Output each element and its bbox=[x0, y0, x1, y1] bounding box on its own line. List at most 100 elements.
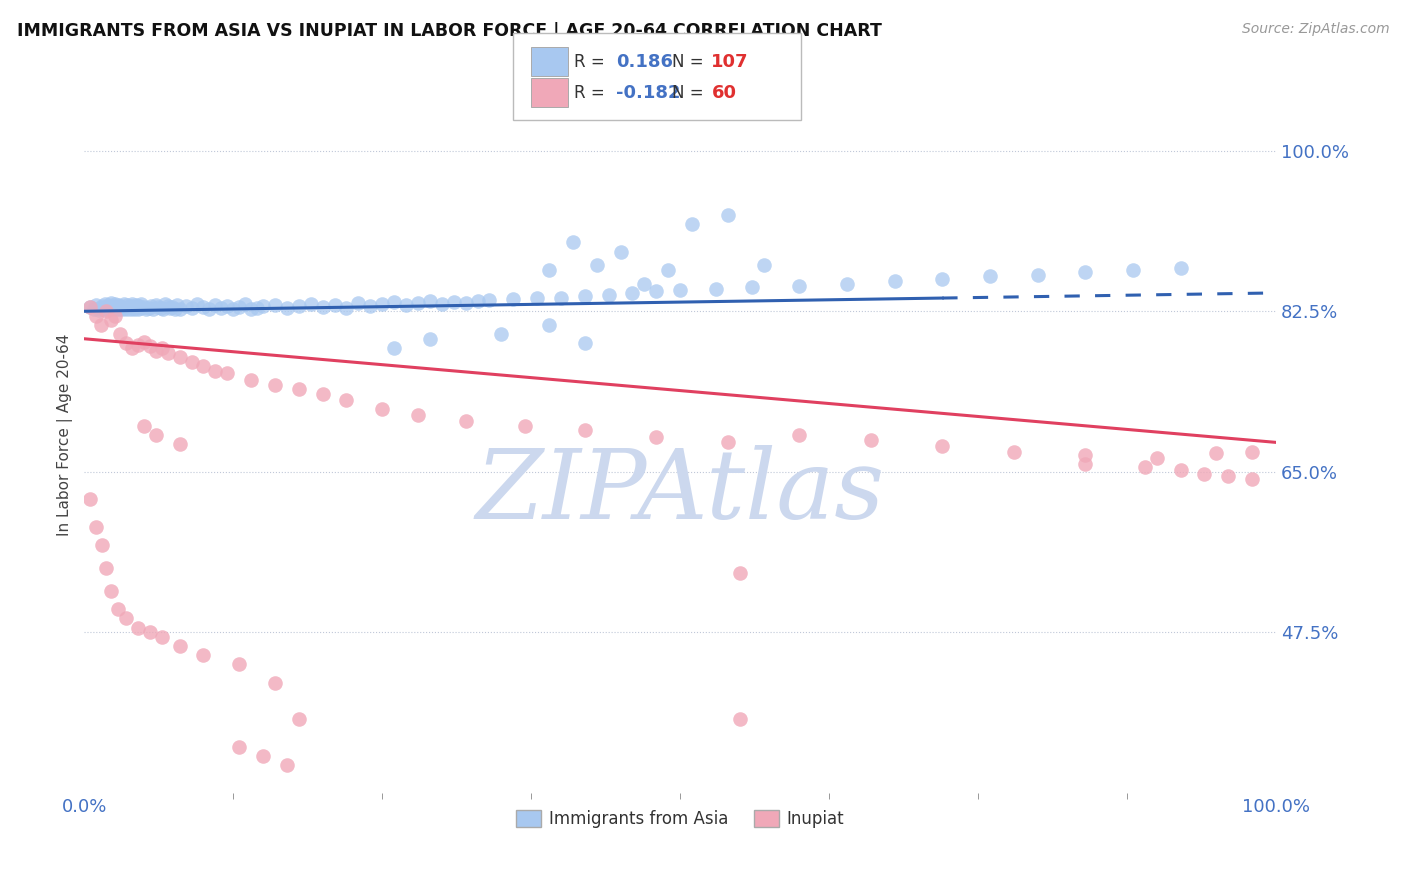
Point bbox=[149, 301, 172, 315]
Point bbox=[115, 302, 138, 317]
Point bbox=[515, 418, 537, 433]
Point bbox=[598, 287, 620, 301]
Point bbox=[252, 299, 274, 313]
Point bbox=[169, 437, 191, 451]
Point bbox=[155, 297, 177, 311]
Point bbox=[193, 648, 215, 662]
Point bbox=[491, 327, 513, 342]
Point bbox=[107, 298, 129, 312]
Point bbox=[127, 338, 149, 352]
Point bbox=[931, 272, 953, 286]
Point bbox=[83, 301, 105, 316]
Point bbox=[1074, 448, 1097, 462]
Point bbox=[156, 345, 179, 359]
Point bbox=[152, 301, 174, 316]
Point bbox=[108, 327, 131, 342]
Point bbox=[526, 292, 548, 306]
Point bbox=[1241, 472, 1264, 486]
Point bbox=[752, 259, 775, 273]
Point bbox=[395, 298, 418, 312]
Point bbox=[122, 301, 145, 315]
Point bbox=[100, 296, 122, 310]
Point bbox=[150, 341, 173, 355]
Point bbox=[347, 296, 370, 310]
Point bbox=[669, 283, 692, 297]
Point bbox=[502, 293, 524, 307]
Text: -0.182: -0.182 bbox=[616, 84, 681, 102]
Point bbox=[276, 301, 298, 315]
Point bbox=[406, 408, 429, 422]
Point bbox=[100, 313, 122, 327]
Point bbox=[79, 492, 101, 507]
Point bbox=[288, 382, 311, 396]
Point bbox=[103, 301, 125, 315]
Point bbox=[97, 298, 120, 312]
Point bbox=[859, 433, 882, 447]
Point bbox=[717, 208, 740, 222]
Point bbox=[101, 299, 124, 313]
Point bbox=[217, 299, 239, 313]
Point bbox=[264, 675, 287, 690]
Point bbox=[129, 301, 152, 315]
Text: 107: 107 bbox=[711, 53, 749, 70]
Point bbox=[1194, 467, 1216, 481]
Point bbox=[115, 336, 138, 351]
Point bbox=[681, 217, 703, 231]
Point bbox=[1170, 463, 1192, 477]
Point bbox=[115, 298, 138, 312]
Point bbox=[787, 428, 810, 442]
Point bbox=[240, 301, 263, 316]
Point bbox=[264, 377, 287, 392]
Point bbox=[645, 430, 668, 444]
Point bbox=[163, 301, 186, 316]
Point bbox=[621, 285, 644, 300]
Point bbox=[931, 439, 953, 453]
Text: ZIPAtlas: ZIPAtlas bbox=[475, 445, 884, 540]
Point bbox=[204, 298, 226, 312]
Point bbox=[145, 298, 167, 312]
Point bbox=[217, 366, 239, 380]
Point bbox=[132, 300, 155, 314]
Point bbox=[454, 296, 477, 310]
Point bbox=[550, 291, 572, 305]
Point bbox=[264, 298, 287, 312]
Point bbox=[115, 611, 138, 625]
Point bbox=[537, 263, 560, 277]
Point bbox=[127, 301, 149, 316]
Point bbox=[111, 301, 134, 316]
Point bbox=[89, 301, 111, 315]
Point bbox=[537, 318, 560, 332]
Point bbox=[150, 630, 173, 644]
Point bbox=[125, 300, 148, 314]
Point bbox=[198, 301, 221, 316]
Point bbox=[1146, 450, 1168, 465]
Point bbox=[335, 393, 357, 408]
Point bbox=[117, 300, 139, 314]
Point bbox=[186, 297, 208, 311]
Point bbox=[246, 301, 269, 315]
Point bbox=[174, 299, 197, 313]
Point bbox=[131, 297, 153, 311]
Point bbox=[288, 712, 311, 726]
Point bbox=[454, 414, 477, 428]
Point bbox=[1218, 469, 1240, 483]
Point bbox=[276, 758, 298, 772]
Point bbox=[645, 284, 668, 298]
Point bbox=[1241, 444, 1264, 458]
Point bbox=[79, 300, 101, 314]
Point bbox=[90, 318, 112, 332]
Point bbox=[299, 297, 322, 311]
Point bbox=[114, 301, 136, 315]
Point bbox=[132, 418, 155, 433]
Point bbox=[717, 435, 740, 450]
Point bbox=[139, 339, 162, 353]
Point bbox=[371, 402, 394, 417]
Point bbox=[84, 309, 107, 323]
Point bbox=[180, 301, 202, 315]
Point bbox=[180, 354, 202, 368]
Text: R =: R = bbox=[574, 84, 605, 102]
Point bbox=[100, 302, 122, 317]
Point bbox=[209, 301, 232, 315]
Point bbox=[1074, 458, 1097, 472]
Point bbox=[478, 293, 501, 308]
